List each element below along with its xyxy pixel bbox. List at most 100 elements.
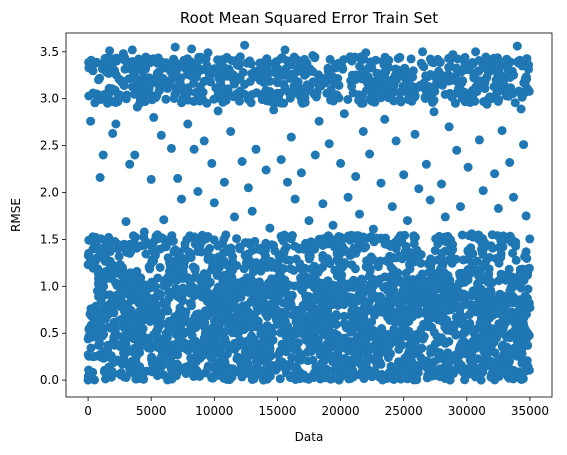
data-point [340,281,350,291]
data-point [164,253,174,263]
data-point [404,326,414,336]
data-point [502,342,512,352]
data-point [119,306,129,316]
data-point [524,60,534,70]
data-point [358,127,368,136]
data-point [304,323,314,333]
data-point [294,324,304,334]
data-point [418,47,428,57]
data-point [410,91,420,101]
data-point [336,158,346,168]
data-point [300,315,310,325]
data-point [380,114,390,124]
data-point [478,342,487,352]
data-point [149,330,159,340]
data-point [86,116,96,126]
plot-frame [65,32,553,398]
data-point [515,269,525,279]
data-point [177,98,187,108]
data-point [170,245,180,255]
data-point [280,45,290,55]
data-point [444,280,454,290]
data-point [271,365,281,375]
data-point [355,292,365,301]
data-point [348,366,358,375]
data-point [144,84,154,94]
data-point [153,366,163,376]
data-point [220,247,230,257]
data-point [246,98,256,108]
data-point [361,48,371,58]
data-point [365,149,375,159]
data-point [142,53,152,63]
data-point [304,303,314,312]
data-point [495,365,505,374]
data-point [481,52,491,62]
data-point [120,64,130,74]
data-point [308,77,318,87]
data-point [306,264,316,274]
data-point [450,366,460,376]
data-point [139,227,149,237]
data-point [319,234,329,243]
data-point [251,144,261,154]
data-point [429,269,439,278]
data-point [103,344,113,354]
data-point [90,309,100,319]
data-point [483,305,492,315]
data-point [408,350,418,359]
data-point [287,352,297,362]
data-point [132,102,142,112]
data-point [403,216,412,226]
data-point [103,98,112,108]
data-point [247,90,257,100]
data-point [427,322,437,332]
data-point [321,371,331,381]
data-point [473,364,483,374]
data-point [303,356,313,366]
data-point [512,351,522,361]
data-point [312,290,321,300]
data-point [493,355,503,365]
data-point [467,345,476,355]
data-point [281,347,291,357]
data-point [299,370,309,380]
data-point [94,279,103,289]
data-point [88,232,98,242]
data-point [84,365,94,375]
data-point [281,310,291,320]
data-point [172,66,181,75]
data-point [174,332,184,342]
data-point [452,65,462,75]
data-point [332,90,342,100]
y-tick-label: 0.0 [40,373,59,387]
data-point [457,78,467,88]
data-point [214,344,224,354]
data-point [445,88,455,98]
data-point [364,77,374,87]
data-point [275,269,285,279]
data-point [421,71,431,81]
data-point [433,74,443,84]
data-point [297,286,307,296]
data-point [429,95,439,105]
data-point [256,356,266,366]
data-point [330,367,340,377]
data-point [410,129,420,139]
y-axis-ticks: 0.0 0.5 1.0 1.5 2.0 2.5 3.0 3.5 [40,45,66,387]
data-point [229,299,239,309]
data-point [467,291,477,301]
data-point [502,54,512,64]
data-point [506,283,516,293]
data-point [163,83,173,93]
data-point [476,314,486,324]
data-point [220,270,230,280]
data-point [523,85,533,95]
data-point [159,63,169,73]
data-point [128,293,138,303]
data-point [277,339,287,349]
data-point [364,333,373,343]
data-point [107,366,117,376]
data-point [433,312,443,322]
data-point [224,321,234,331]
